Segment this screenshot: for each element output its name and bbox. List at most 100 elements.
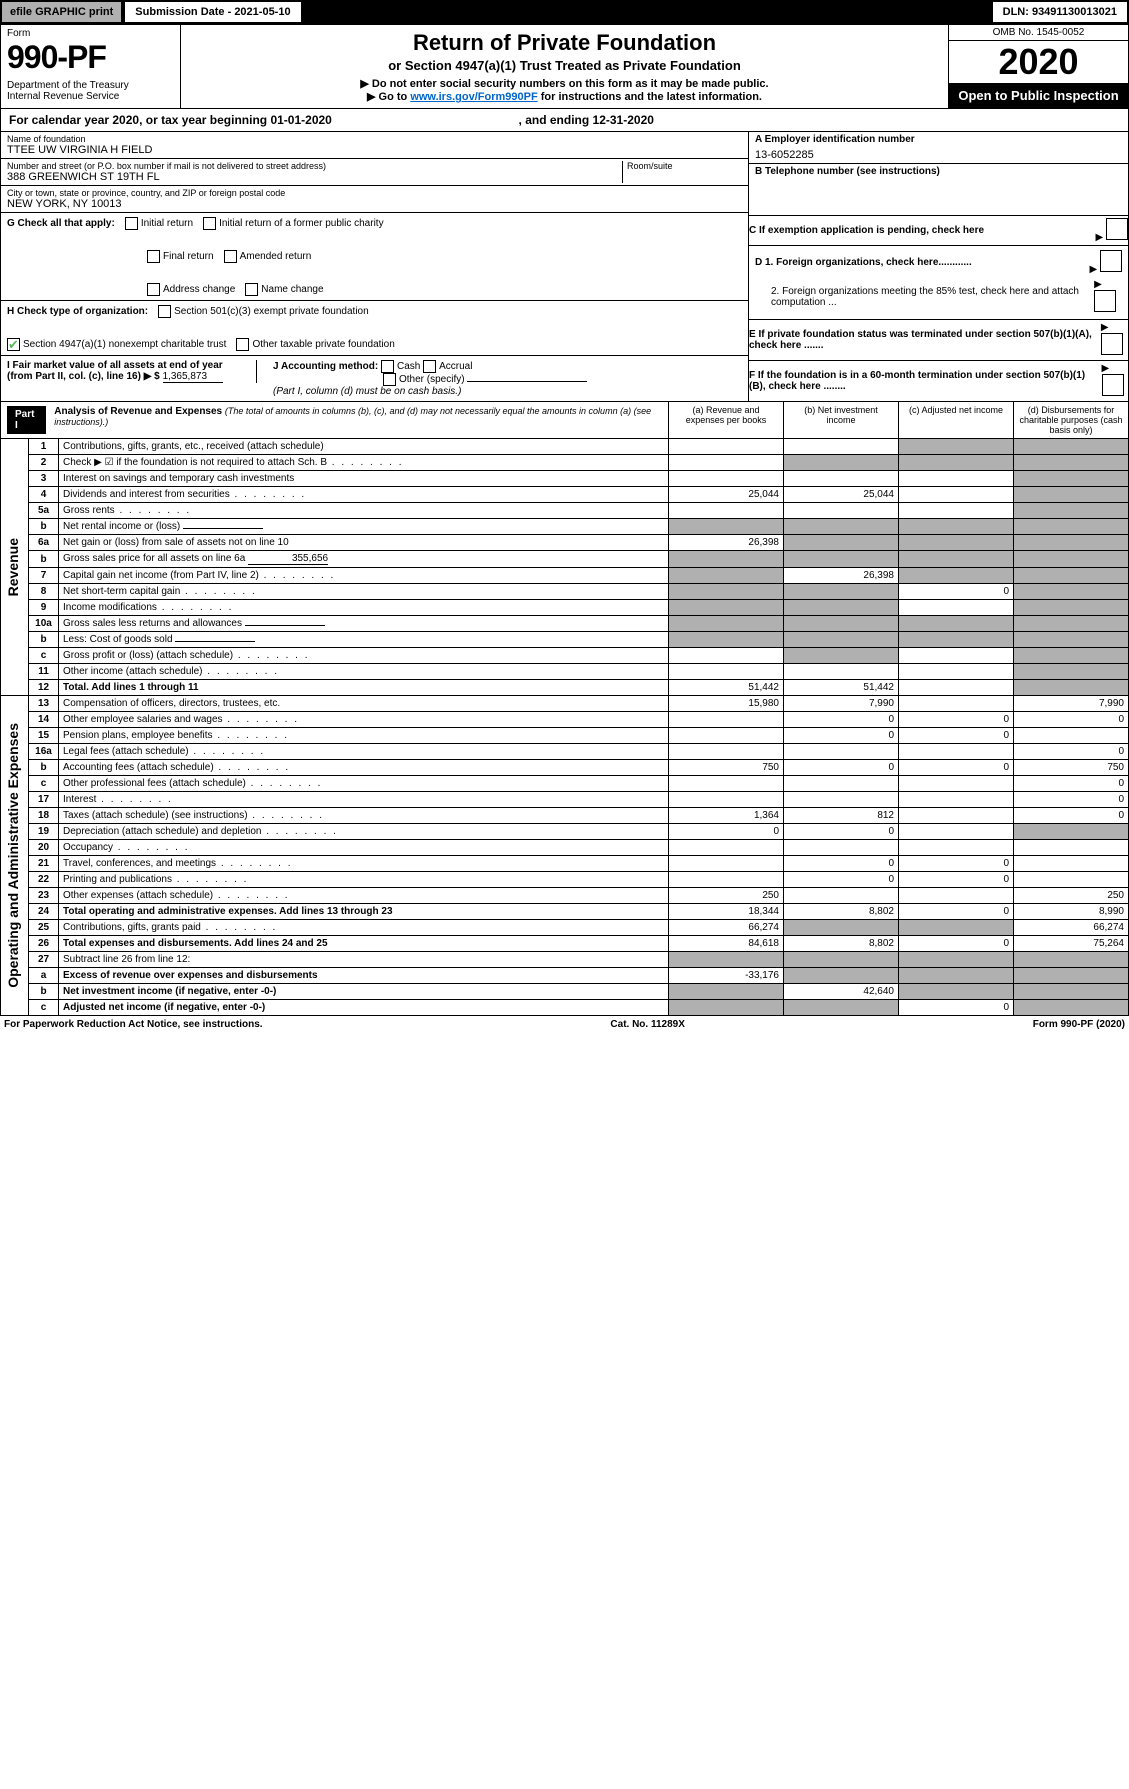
cell-value: 8,802	[784, 936, 899, 952]
cell-value: 250	[1014, 888, 1129, 904]
cb-other-taxable[interactable]	[236, 338, 249, 351]
check-h-label: H Check type of organization:	[7, 306, 148, 317]
cb-foreign-org[interactable]	[1100, 250, 1122, 272]
cb-4947[interactable]	[7, 338, 20, 351]
row-num: b	[29, 984, 59, 1000]
row-num: b	[29, 551, 59, 568]
row-num: 7	[29, 568, 59, 584]
cell-value: 7,990	[1014, 696, 1129, 712]
table-row: 5aGross rents	[1, 503, 1129, 519]
cell-shaded	[669, 616, 784, 632]
cell-shaded	[784, 952, 899, 968]
cell-shaded	[784, 648, 899, 664]
row-desc: Total operating and administrative expen…	[59, 904, 669, 920]
cell-value: 0	[899, 872, 1014, 888]
cell-value	[899, 680, 1014, 696]
cb-accrual[interactable]	[423, 360, 436, 373]
cell-shaded	[899, 535, 1014, 551]
cell-value	[899, 487, 1014, 503]
row-desc: Other professional fees (attach schedule…	[59, 776, 669, 792]
cb-501c3[interactable]	[158, 305, 171, 318]
row-num: 1	[29, 439, 59, 455]
row-num: 14	[29, 712, 59, 728]
row-desc: Compensation of officers, directors, tru…	[59, 696, 669, 712]
check-g-label: G Check all that apply:	[7, 218, 115, 229]
check-h-row: H Check type of organization: Section 50…	[1, 301, 748, 356]
cell-value: 0	[784, 824, 899, 840]
cell-value: -33,176	[669, 968, 784, 984]
cb-foreign-85[interactable]	[1094, 290, 1116, 312]
cell-value: 0	[784, 856, 899, 872]
row-desc: Pension plans, employee benefits	[59, 728, 669, 744]
form-label: Form	[7, 28, 174, 39]
row-num: 26	[29, 936, 59, 952]
cell-shaded	[1014, 616, 1129, 632]
ein-label: A Employer identification number	[755, 134, 1122, 145]
cell-value	[899, 648, 1014, 664]
calendar-year-row: For calendar year 2020, or tax year begi…	[0, 109, 1129, 132]
cell-shaded	[899, 632, 1014, 648]
j-note: (Part I, column (d) must be on cash basi…	[273, 386, 461, 397]
cell-value	[784, 439, 899, 455]
row-num: b	[29, 760, 59, 776]
efile-print-button[interactable]: efile GRAPHIC print	[0, 0, 123, 24]
cb-final-return[interactable]	[147, 250, 160, 263]
row-num: 19	[29, 824, 59, 840]
table-row: 4Dividends and interest from securities2…	[1, 487, 1129, 503]
col-b-header: (b) Net investment income	[783, 402, 898, 438]
cell-shaded	[1014, 584, 1129, 600]
row-num: 18	[29, 808, 59, 824]
cb-amended[interactable]	[224, 250, 237, 263]
cell-shaded	[1014, 439, 1129, 455]
cell-shaded	[1014, 535, 1129, 551]
cell-shaded	[1014, 503, 1129, 519]
cell-value	[899, 824, 1014, 840]
cell-value	[784, 744, 899, 760]
irs-link[interactable]: www.irs.gov/Form990PF	[410, 91, 537, 103]
cell-value	[669, 792, 784, 808]
cell-value: 75,264	[1014, 936, 1129, 952]
cb-terminated[interactable]	[1101, 333, 1123, 355]
form-id-block: Form 990-PF Department of the Treasury I…	[1, 25, 181, 108]
cell-shaded	[669, 952, 784, 968]
table-row: 8Net short-term capital gain0	[1, 584, 1129, 600]
cell-value	[669, 776, 784, 792]
row-desc: Excess of revenue over expenses and disb…	[59, 968, 669, 984]
part1-title: Analysis of Revenue and Expenses	[54, 406, 222, 417]
row-desc: Printing and publications	[59, 872, 669, 888]
cb-other-method[interactable]	[383, 373, 396, 386]
cell-value: 0	[784, 712, 899, 728]
cb-address-change[interactable]	[147, 283, 160, 296]
row-num: 10a	[29, 616, 59, 632]
side-label-cell: Revenue	[1, 439, 29, 696]
row-num: 15	[29, 728, 59, 744]
table-row: 18Taxes (attach schedule) (see instructi…	[1, 808, 1129, 824]
form-number: 990-PF	[7, 39, 174, 76]
row-desc: Gross sales less returns and allowances	[59, 616, 669, 632]
cell-shaded	[669, 584, 784, 600]
fmv-value: 1,365,873	[163, 371, 223, 383]
cell-value	[1014, 840, 1129, 856]
cell-value	[899, 503, 1014, 519]
cell-value: 750	[1014, 760, 1129, 776]
cell-value	[899, 792, 1014, 808]
cb-name-change[interactable]	[245, 283, 258, 296]
cb-60month[interactable]	[1102, 374, 1124, 396]
row-desc: Gross profit or (loss) (attach schedule)	[59, 648, 669, 664]
cb-other-taxable-label: Other taxable private foundation	[252, 339, 394, 350]
cell-value: 0	[1014, 712, 1129, 728]
city-state-zip: NEW YORK, NY 10013	[7, 198, 742, 210]
dln: DLN: 93491130013021	[991, 0, 1129, 24]
cell-value: 51,442	[784, 680, 899, 696]
col-a-header: (a) Revenue and expenses per books	[668, 402, 783, 438]
cell-shaded	[899, 439, 1014, 455]
cb-initial-former[interactable]	[203, 217, 216, 230]
cb-exemption-pending[interactable]	[1106, 218, 1128, 240]
dept-treasury: Department of the Treasury Internal Reve…	[7, 80, 174, 102]
cb-initial-return[interactable]	[125, 217, 138, 230]
row-desc: Gross rents	[59, 503, 669, 519]
cb-cash[interactable]	[381, 360, 394, 373]
address-cell: Number and street (or P.O. box number if…	[1, 159, 748, 186]
cell-value: 42,640	[784, 984, 899, 1000]
d1-label: D 1. Foreign organizations, check here..…	[755, 257, 972, 268]
